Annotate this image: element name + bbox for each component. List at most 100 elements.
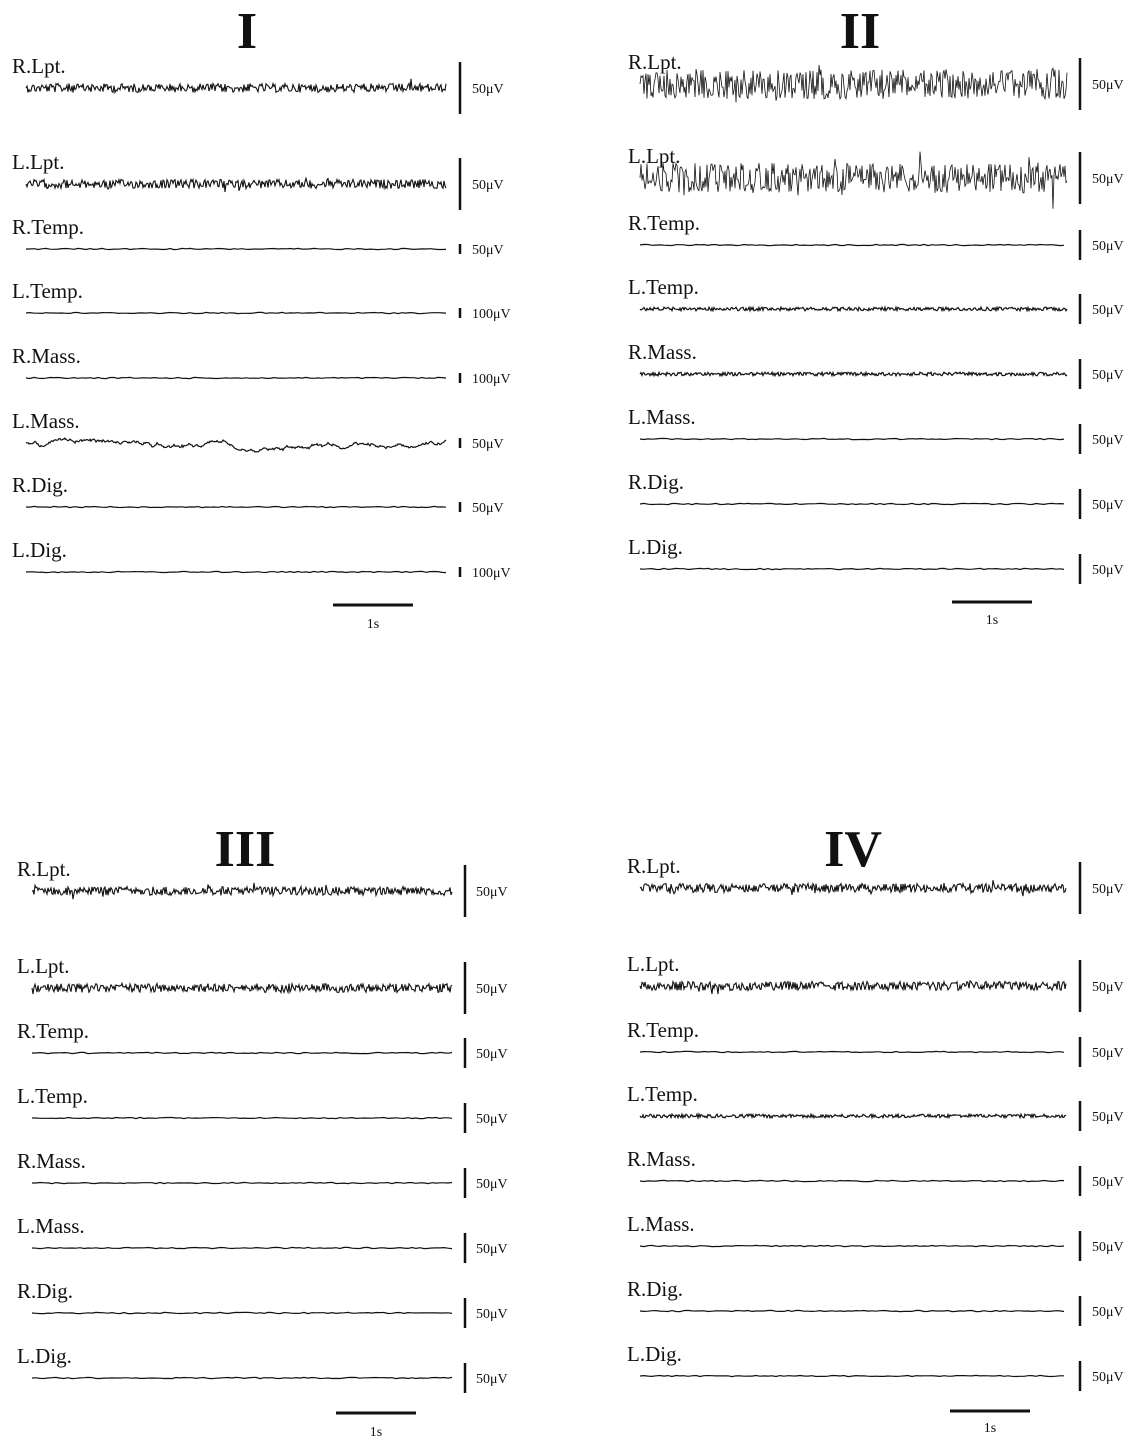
channel-label: L.Temp.: [628, 275, 699, 299]
amplitude-scale-label: 50μV: [1092, 1046, 1124, 1061]
panel-I: I R.Lpt. 50μV L.Lpt. 50μV R.Temp. 50μV L.Temp. 1…: [12, 3, 511, 632]
amplitude-scale-label: 50μV: [1092, 368, 1124, 383]
channel-label: R.Temp.: [12, 215, 84, 239]
channel-label: R.Temp.: [627, 1018, 699, 1042]
time-scale-label: 1s: [370, 1425, 382, 1440]
amplitude-scale-label: 50μV: [1092, 303, 1124, 318]
panel-title: I: [237, 3, 257, 60]
amplitude-scale-label: 50μV: [1092, 1240, 1124, 1255]
trace-R.Temp.: [26, 247, 447, 251]
trace-R.Lpt.: [25, 78, 447, 95]
channel-label: L.Temp.: [17, 1084, 88, 1108]
channel-label: L.Mass.: [628, 405, 696, 429]
amplitude-scale-label: 100μV: [472, 307, 511, 322]
channel-label: L.Dig.: [628, 535, 683, 559]
trace-L.Lpt.: [639, 151, 1068, 209]
trace-R.Dig.: [639, 502, 1065, 506]
channel-label: R.Mass.: [17, 1149, 86, 1173]
trace-L.Lpt.: [25, 176, 447, 193]
amplitude-scale-label: 100μV: [472, 566, 511, 581]
channel-label: R.Lpt.: [12, 54, 66, 78]
amplitude-scale-label: 50μV: [1092, 1305, 1124, 1320]
channel-label: L.Dig.: [12, 538, 67, 562]
trace-R.Mass.: [639, 370, 1068, 378]
trace-R.Temp.: [639, 243, 1065, 247]
trace-L.Mass.: [25, 437, 447, 453]
amplitude-scale-label: 50μV: [1092, 498, 1124, 513]
trace-L.Dig.: [639, 567, 1065, 571]
amplitude-scale-label: 50μV: [1092, 239, 1124, 254]
amplitude-scale-label: 50μV: [476, 1372, 508, 1387]
amplitude-scale-label: 50μV: [1092, 433, 1124, 448]
channel-label: R.Mass.: [12, 344, 81, 368]
trace-R.Lpt.: [639, 64, 1068, 103]
amplitude-scale-label: 50μV: [476, 1112, 508, 1127]
channel-label: R.Dig.: [628, 470, 684, 494]
trace-L.Lpt.: [31, 981, 453, 995]
trace-L.Mass.: [639, 437, 1065, 441]
trace-L.Mass.: [639, 1244, 1065, 1248]
amplitude-scale-label: 50μV: [1092, 882, 1124, 897]
channel-label: R.Temp.: [628, 211, 700, 235]
amplitude-scale-label: 50μV: [1092, 172, 1124, 187]
amplitude-scale-label: 50μV: [1092, 1370, 1124, 1385]
trace-L.Dig.: [639, 1374, 1064, 1378]
time-scale-label: 1s: [984, 1421, 996, 1436]
channel-label: L.Lpt.: [17, 954, 70, 978]
channel-label: L.Lpt.: [12, 150, 65, 174]
channel-label: L.Mass.: [17, 1214, 85, 1238]
amplitude-scale-label: 50μV: [1092, 1175, 1124, 1190]
channel-label: R.Dig.: [12, 473, 68, 497]
channel-label: L.Dig.: [17, 1344, 72, 1368]
amplitude-scale-label: 100μV: [472, 372, 511, 387]
trace-L.Temp.: [25, 311, 447, 315]
amplitude-scale-label: 50μV: [476, 1047, 508, 1062]
channel-label: R.Lpt.: [627, 854, 681, 878]
amplitude-scale-label: 50μV: [472, 437, 504, 452]
amplitude-scale-label: 50μV: [476, 885, 508, 900]
panel-title: III: [215, 821, 276, 878]
trace-L.Temp.: [639, 1112, 1067, 1121]
trace-R.Mass.: [32, 1181, 453, 1185]
amplitude-scale-label: 50μV: [1092, 980, 1124, 995]
panel-title: IV: [824, 821, 882, 878]
trace-R.Dig.: [31, 1311, 453, 1315]
amplitude-scale-label: 50μV: [476, 1177, 508, 1192]
amplitude-scale-label: 50μV: [476, 1307, 508, 1322]
channel-label: R.Mass.: [627, 1147, 696, 1171]
channel-label: R.Mass.: [628, 340, 697, 364]
trace-L.Dig.: [31, 1376, 453, 1380]
trace-L.Temp.: [639, 305, 1068, 313]
channel-label: R.Lpt.: [17, 857, 71, 881]
panel-II: II R.Lpt. 50μV L.Lpt. 50μV R.Temp. 50μV L.Temp.…: [628, 3, 1124, 628]
amplitude-scale-label: 50μV: [472, 243, 504, 258]
trace-L.Temp.: [32, 1116, 453, 1120]
amplitude-scale-label: 50μV: [472, 82, 504, 97]
channel-label: L.Temp.: [12, 279, 83, 303]
amplitude-scale-label: 50μV: [472, 501, 504, 516]
trace-L.Dig.: [25, 570, 447, 574]
channel-label: L.Lpt.: [627, 952, 680, 976]
time-scale-label: 1s: [367, 617, 379, 632]
channel-label: L.Temp.: [627, 1082, 698, 1106]
trace-R.Temp.: [32, 1051, 453, 1055]
amplitude-scale-label: 50μV: [476, 1242, 508, 1257]
trace-R.Dig.: [25, 505, 447, 509]
trace-R.Temp.: [639, 1050, 1065, 1054]
trace-R.Mass.: [25, 376, 447, 380]
amplitude-scale-label: 50μV: [1092, 78, 1124, 93]
channel-label: R.Lpt.: [628, 50, 682, 74]
channel-label: L.Lpt.: [628, 144, 681, 168]
amplitude-scale-label: 50μV: [1092, 563, 1124, 578]
trace-R.Lpt.: [639, 880, 1067, 897]
panel-title: II: [840, 3, 880, 60]
trace-L.Lpt.: [639, 979, 1067, 995]
panel-IV: IV R.Lpt. 50μV L.Lpt. 50μV R.Temp. 50μV L.Temp.…: [627, 821, 1124, 1436]
channel-label: L.Mass.: [12, 409, 80, 433]
amplitude-scale-label: 50μV: [1092, 1110, 1124, 1125]
channel-label: R.Temp.: [17, 1019, 89, 1043]
channel-label: L.Dig.: [627, 1342, 682, 1366]
channel-label: L.Mass.: [627, 1212, 695, 1236]
trace-R.Dig.: [639, 1309, 1065, 1313]
